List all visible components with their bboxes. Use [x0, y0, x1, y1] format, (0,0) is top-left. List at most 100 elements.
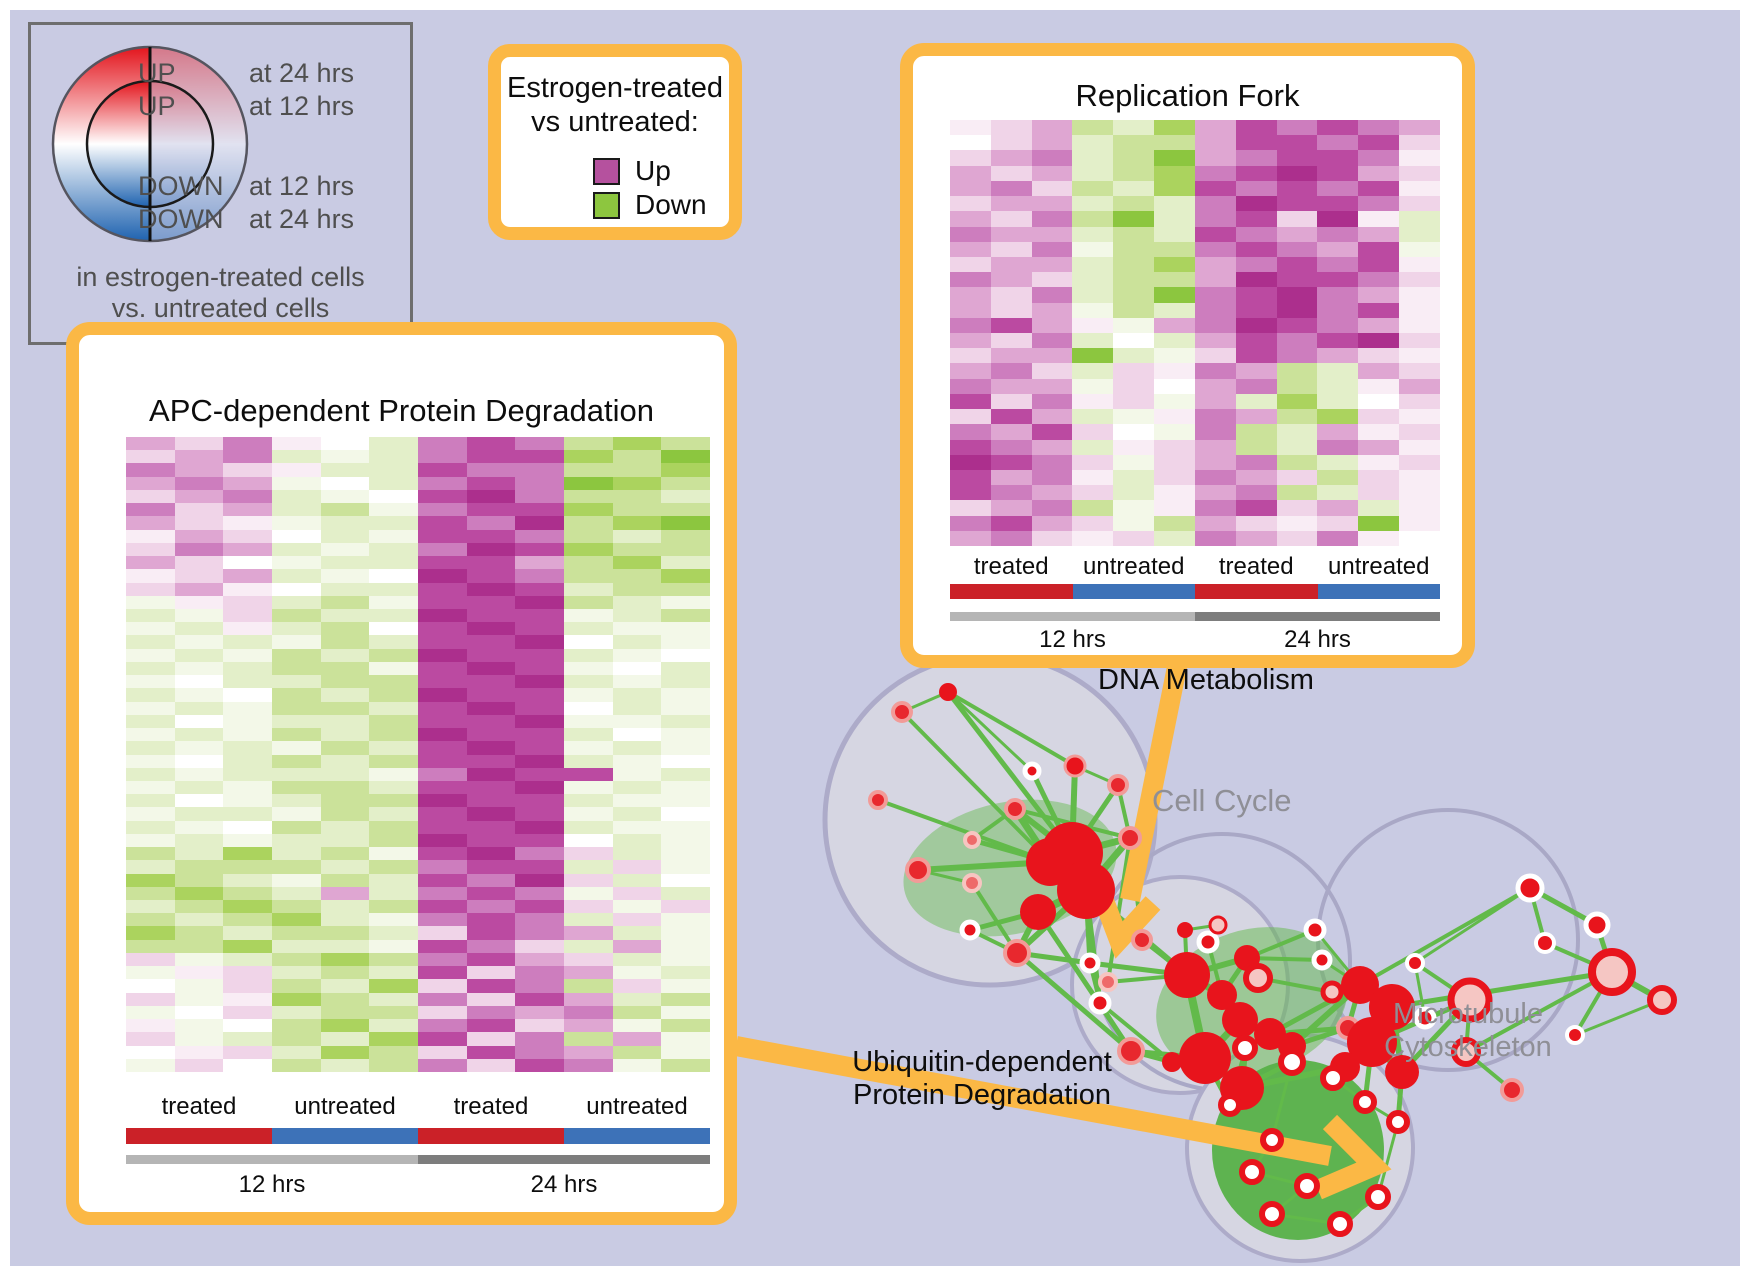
heatmap-cell [174, 807, 224, 821]
heatmap-cell [320, 886, 370, 901]
heatmap-cell [515, 1019, 564, 1033]
heatmap-cell [126, 542, 175, 557]
heatmap-cell [418, 503, 467, 517]
ubiquitin-label-line2: Protein Degradation [853, 1079, 1111, 1111]
heatmap-cell [1031, 241, 1073, 257]
heatmap-cell [1358, 469, 1400, 486]
heatmap-cell [515, 688, 564, 702]
heatmap-cell [466, 529, 516, 543]
heatmap-cell [1154, 165, 1195, 181]
heatmap-cell [1072, 530, 1114, 546]
network-node [1004, 798, 1026, 820]
heatmap-cell [320, 542, 370, 557]
network-node [1079, 952, 1101, 974]
heatmap-cell [1235, 150, 1277, 166]
heatmap-cell [990, 287, 1032, 303]
heatmap-cell [1154, 439, 1195, 455]
heatmap-cell [174, 635, 224, 649]
heatmap-cell [369, 926, 418, 940]
heatmap-cell [515, 450, 564, 464]
heatmap-cell [1031, 196, 1073, 212]
heatmap-cell [564, 939, 613, 953]
time-label: at 12 hrs [249, 171, 355, 201]
heatmap-cell [174, 595, 224, 609]
heatmap-cell [223, 979, 272, 993]
heatmap-cell [126, 913, 175, 927]
heatmap-cell [1235, 500, 1277, 516]
heatmap-cell [369, 622, 418, 636]
heatmap-cell [174, 1058, 224, 1072]
heatmap-cell [418, 661, 467, 676]
heatmap-cell [612, 952, 662, 967]
heatmap-cell [1399, 393, 1440, 410]
heatmap-cell [990, 241, 1032, 257]
heatmap-cell [174, 661, 224, 676]
heatmap-cell [466, 622, 516, 636]
heatmap-cell [466, 1058, 516, 1072]
heatmap-cell [418, 992, 467, 1006]
heatmap-cell [126, 1019, 175, 1033]
network-node [891, 701, 913, 723]
heatmap-cell [1113, 317, 1155, 333]
legend-row-up12: UP at 12 hrs [31, 91, 410, 121]
heatmap-cell [1031, 135, 1073, 151]
up-label: UP [138, 91, 176, 121]
heatmap-cell [990, 348, 1032, 364]
heatmap-cell [1358, 485, 1400, 501]
heatmap-cell [126, 767, 175, 781]
heatmap-cell [418, 807, 467, 821]
heatmap-cell [515, 569, 564, 583]
heatmap-cell [418, 847, 467, 861]
network-node [1347, 1017, 1397, 1067]
flow-arrow-shaft [1120, 660, 1188, 902]
heatmap-cell [515, 741, 564, 755]
heatmap-cell [272, 1032, 321, 1046]
heatmap-cell [612, 966, 662, 980]
heatmap-cell [1154, 256, 1195, 273]
heatmap-cell [272, 529, 321, 543]
heatmap-cell [126, 714, 175, 729]
heatmap-cell [612, 741, 662, 755]
heatmap-cell [466, 489, 516, 504]
heatmap-cell [369, 847, 418, 861]
heatmap-cell [1317, 485, 1359, 501]
heatmap-cell [1194, 211, 1236, 227]
heatmap-cell [661, 860, 710, 874]
heatmap-cell [320, 437, 370, 451]
heatmap-cell [126, 476, 175, 490]
heatmap-cell [1235, 333, 1277, 349]
heatmap-cell [369, 608, 418, 623]
heatmap-cell [950, 363, 991, 379]
heatmap-cell [564, 463, 613, 477]
heatmap-cell [1072, 424, 1114, 440]
heatmap-cell [612, 476, 662, 490]
heatmap-cell [369, 873, 418, 887]
network-edge [946, 690, 1034, 773]
heatmap-cell [1317, 196, 1359, 212]
heatmap-cell [320, 754, 370, 768]
heatmap-cell [1113, 226, 1155, 242]
heatmap-cell [564, 437, 613, 451]
heatmap-cell [272, 900, 321, 914]
down-label: DOWN [138, 171, 224, 201]
heatmap-cell [126, 1032, 175, 1046]
heatmap-cell [661, 767, 710, 781]
heatmap-cell [1113, 165, 1155, 181]
heatmap-cell [418, 1005, 467, 1020]
heatmap-cell [1072, 469, 1114, 486]
network-node [1259, 1201, 1285, 1227]
network-node [1131, 929, 1153, 951]
heatmap-cell [369, 913, 418, 927]
heatmap-cell [1031, 256, 1073, 273]
heatmap-cell [950, 211, 991, 227]
heatmap-cell [1194, 241, 1236, 257]
heatmap-cell [320, 675, 370, 689]
heatmap-cell [1235, 256, 1277, 273]
heatmap-cell [418, 529, 467, 543]
ring-diagram-icon [51, 45, 249, 243]
heatmap-cell [369, 952, 418, 967]
heatmap-cell [515, 714, 564, 729]
heatmap-cell [564, 503, 613, 517]
heatmap-cell [272, 820, 321, 834]
heatmap-cell [515, 873, 564, 887]
